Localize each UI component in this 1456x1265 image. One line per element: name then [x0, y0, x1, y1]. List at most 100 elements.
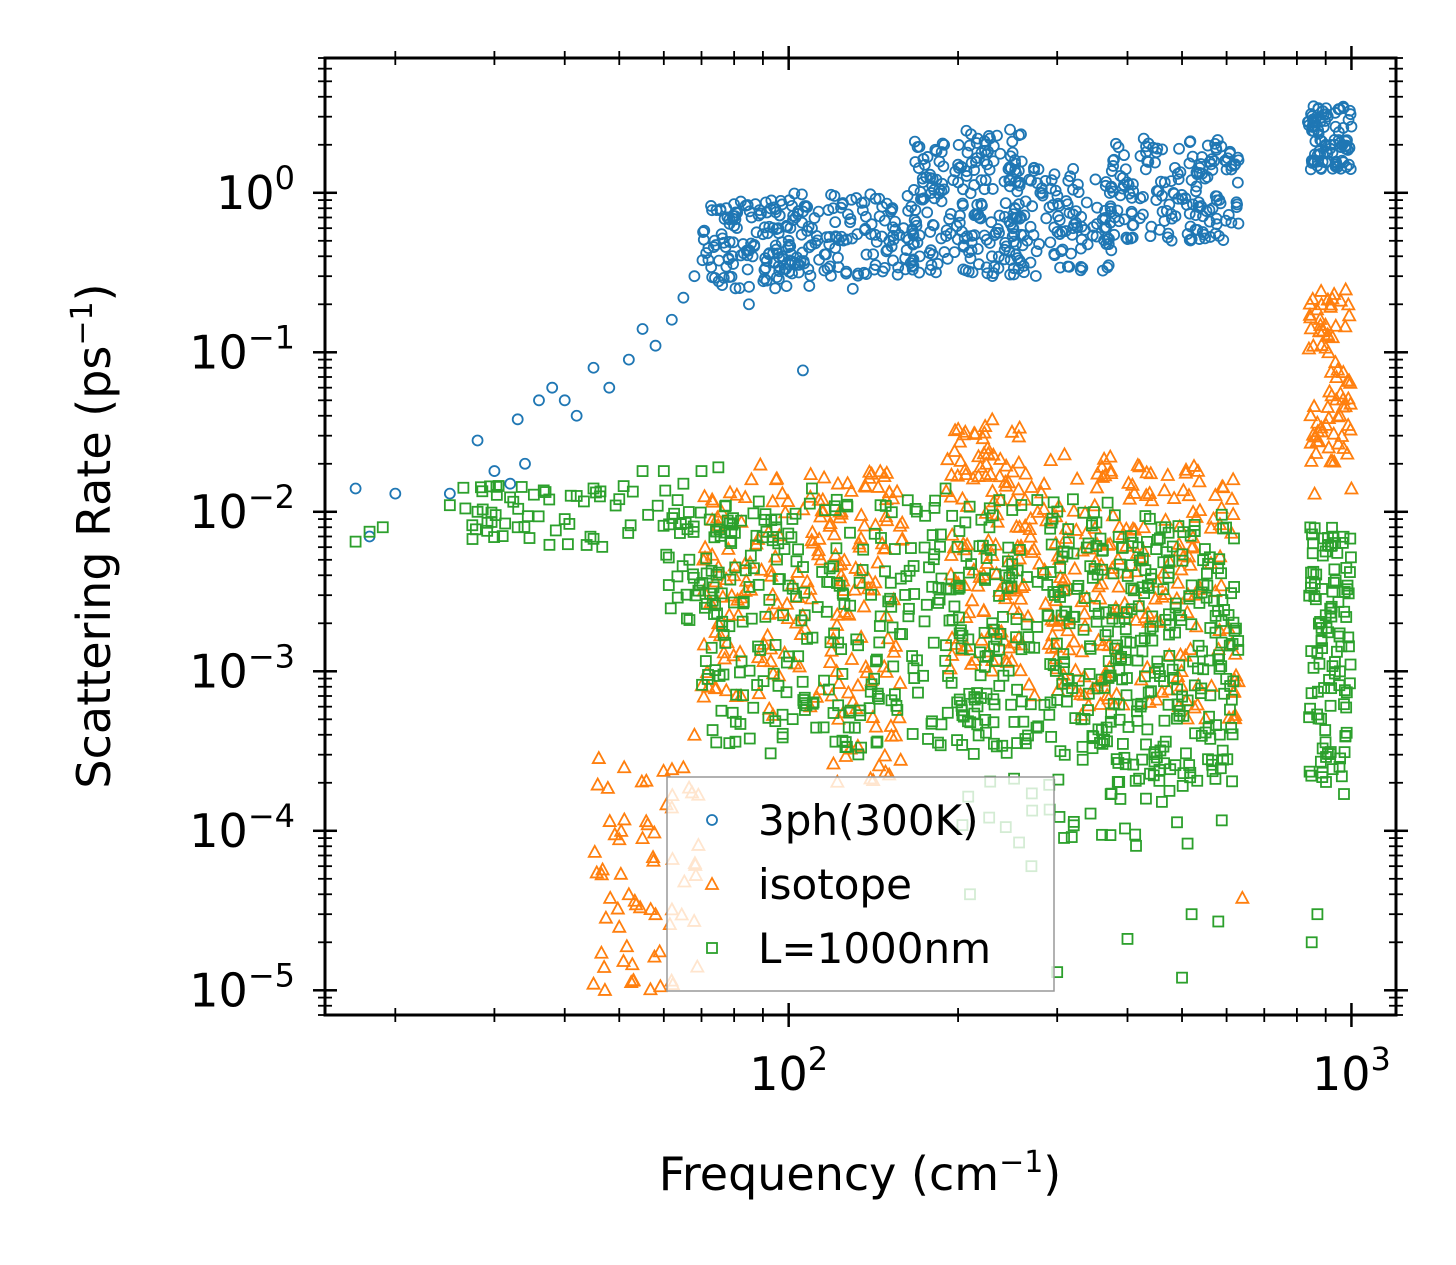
l-1000nm-point: [1326, 660, 1339, 673]
isotope-point: [977, 418, 993, 432]
l-1000nm-point: [1067, 815, 1080, 828]
l-1000nm-point: [934, 739, 947, 752]
isotope-point: [1011, 454, 1027, 469]
l-1000nm-point: [671, 494, 684, 507]
3ph-300k-point: [1116, 182, 1129, 195]
3ph-300k-point: [1049, 184, 1062, 197]
3ph-300k-point: [887, 221, 899, 234]
l-1000nm-point: [1318, 532, 1330, 545]
l-1000nm-point: [1315, 635, 1328, 647]
l-1000nm-point: [676, 560, 689, 573]
l-1000nm-point: [789, 507, 802, 520]
isotope-point: [1338, 281, 1354, 296]
isotope-point: [827, 546, 844, 561]
l-1000nm-point: [1213, 553, 1226, 566]
l-1000nm-point: [856, 564, 869, 576]
l-1000nm-point: [756, 531, 769, 544]
l-1000nm-point: [671, 570, 684, 583]
isotope-point: [718, 682, 734, 697]
3ph-300k-point: [935, 146, 948, 158]
isotope-point: [1144, 492, 1160, 507]
l-1000nm-point: [777, 609, 789, 622]
l-1000nm-point: [1305, 936, 1318, 949]
l-1000nm-point: [459, 502, 472, 515]
y-tick-label: 10−2: [189, 478, 295, 539]
l-1000nm-point: [1076, 753, 1089, 766]
l-1000nm-point: [1082, 537, 1095, 550]
l-1000nm-point: [1215, 615, 1228, 627]
l-1000nm-point: [983, 502, 996, 515]
l-1000nm-point: [705, 641, 718, 654]
3ph-300k-point: [1140, 140, 1152, 153]
l-1000nm-point: [1062, 523, 1075, 535]
l-1000nm-point: [723, 620, 736, 633]
3ph-300k-point: [1189, 223, 1202, 236]
l-1000nm-point: [1078, 592, 1091, 604]
isotope-point: [826, 526, 842, 541]
l-1000nm-point: [1086, 517, 1099, 530]
isotope-point: [756, 635, 772, 650]
isotope-point: [616, 759, 632, 774]
l-1000nm-point: [363, 525, 376, 538]
3ph-300k-point: [1004, 123, 1016, 136]
l-1000nm-point: [839, 736, 852, 748]
l-1000nm-point: [946, 614, 959, 626]
l-1000nm-point: [729, 735, 742, 748]
isotope-point: [861, 463, 877, 478]
l-1000nm-point: [712, 566, 725, 579]
3ph-300k-point: [924, 244, 937, 257]
l-1000nm-point: [1136, 753, 1149, 766]
l-1000nm-point: [806, 697, 819, 710]
isotope-point: [585, 975, 602, 990]
isotope-point: [686, 726, 702, 741]
l-1000nm-point: [681, 612, 693, 625]
isotope-point: [710, 615, 726, 630]
y-axis-title: Scattering Rate (ps−1): [65, 283, 121, 788]
l-1000nm-point: [699, 655, 712, 667]
isotope-point: [1166, 490, 1182, 504]
l-1000nm-point: [1311, 685, 1324, 698]
isotope-point: [1179, 710, 1195, 725]
3ph-300k-point: [1023, 173, 1036, 186]
l-1000nm-point: [707, 581, 720, 594]
l-1000nm-point: [1090, 540, 1103, 552]
l-1000nm-point: [997, 610, 1009, 623]
isotope-point: [825, 755, 841, 770]
isotope-point: [1033, 484, 1049, 499]
3ph-300k-point: [1209, 190, 1222, 203]
l-1000nm-point: [1101, 735, 1113, 748]
3ph-300k-point: [1112, 141, 1125, 154]
3ph-300k-point: [1172, 192, 1185, 205]
l-1000nm-point: [792, 543, 804, 556]
isotope-point: [1323, 299, 1339, 313]
l-1000nm-point: [759, 508, 772, 521]
l-1000nm-point: [715, 704, 728, 717]
isotope-point: [1326, 286, 1342, 300]
l-1000nm-point: [1215, 636, 1228, 649]
l-1000nm-point: [696, 577, 709, 589]
x-axis-title: Frequency (cm−1): [659, 1145, 1062, 1201]
3ph-300k-point: [825, 188, 837, 201]
3ph-300k-point: [786, 214, 799, 227]
l-1000nm-point: [903, 602, 915, 615]
isotope-point: [1103, 465, 1119, 480]
isotope-point: [656, 762, 672, 777]
l-1000nm-point: [953, 525, 966, 537]
3ph-300k-point: [1048, 248, 1061, 260]
isotope-point: [642, 981, 658, 996]
isotope-point: [638, 772, 654, 787]
l-1000nm-point: [1344, 566, 1356, 578]
l-1000nm-point: [798, 586, 811, 599]
isotope-point: [992, 468, 1008, 483]
l-1000nm-point: [952, 571, 965, 584]
isotope-point: [1052, 569, 1068, 584]
3ph-300k-point: [878, 214, 891, 227]
3ph-300k-point: [978, 183, 991, 196]
l-1000nm-point: [953, 579, 966, 592]
3ph-300k-point: [1125, 205, 1138, 218]
l-1000nm-point: [504, 491, 516, 504]
3ph-300k-point: [956, 197, 969, 210]
l-1000nm-point: [920, 598, 933, 611]
l-1000nm-point: [1316, 583, 1328, 595]
isotope-point: [1161, 647, 1177, 661]
